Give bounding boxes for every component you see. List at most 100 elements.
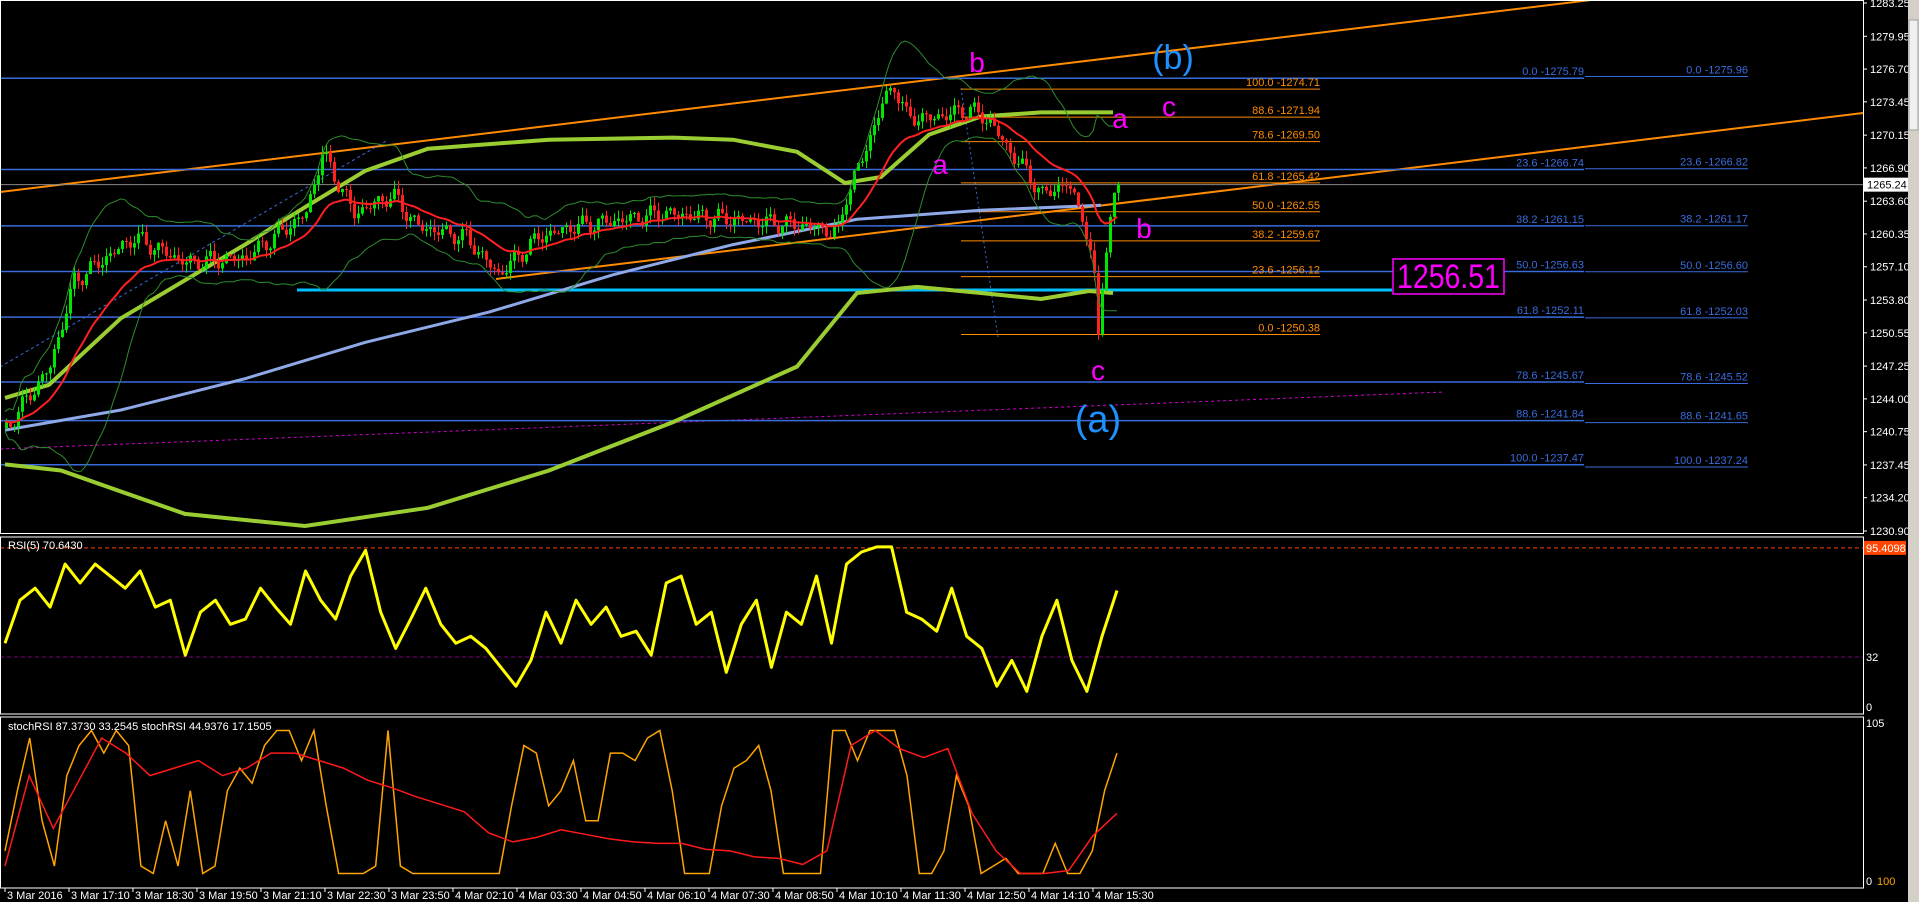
candle-body (125, 241, 128, 243)
candle-body (229, 254, 232, 256)
candle-body (21, 396, 24, 412)
candle-body (105, 256, 108, 266)
candle-body (5, 421, 8, 429)
candle-body (849, 189, 852, 205)
fib-orange-level-label: 61.8 -1265.42 (1252, 171, 1320, 183)
support-price-box[interactable] (1392, 258, 1505, 295)
price-tick-label: 1266.90 (1870, 163, 1910, 175)
candle-body (665, 210, 668, 221)
candle-body (1025, 158, 1028, 166)
candle-body (173, 255, 176, 258)
candle-body (61, 329, 64, 338)
time-tick-label: 3 Mar 17:10 (71, 890, 130, 902)
candle-body (601, 215, 604, 219)
candle-body (141, 232, 144, 234)
candle-body (685, 213, 688, 215)
candle-body (213, 251, 216, 261)
time-tick-label: 3 Mar 22:30 (327, 890, 386, 902)
candle-body (441, 229, 444, 236)
candle-body (529, 238, 532, 255)
candle-body (1053, 191, 1056, 197)
candle-body (593, 230, 596, 233)
rsi-panel-frame (0, 536, 1864, 715)
stoch-panel-frame (0, 716, 1864, 889)
rsi-upper-tag (1864, 540, 1906, 555)
candle-body (433, 227, 436, 233)
candle-body (349, 189, 352, 204)
candle-body (989, 118, 992, 123)
wave-label-major-a: (a) (1075, 399, 1121, 441)
candle-body (645, 215, 648, 226)
fib-level-label: 78.6 -1245.67 (1516, 370, 1584, 382)
candle-body (485, 251, 488, 260)
fib-level-label: 23.6 -1266.82 (1680, 157, 1748, 169)
candle-body (797, 228, 800, 231)
scrollbar-thumb[interactable] (1908, 19, 1919, 131)
candle-body (277, 224, 280, 234)
red-moving-average (4, 116, 1118, 424)
stoch-rsi-label: stochRSI 87.3730 33.2545 stochRSI 44.937… (8, 721, 272, 733)
candle-body (161, 242, 164, 247)
candle-body (53, 349, 56, 368)
candle-body (241, 255, 244, 260)
price-tick-label: 1247.25 (1870, 361, 1910, 373)
candle-body (933, 118, 936, 121)
candle-body (1101, 289, 1104, 335)
price-tick-label: 1260.35 (1870, 229, 1910, 241)
candle-body (201, 268, 204, 270)
candle-body (9, 421, 12, 427)
candle-body (749, 217, 752, 222)
fib-level-label: 50.0 -1256.63 (1516, 259, 1584, 271)
candle-body (1041, 186, 1044, 189)
candle-body (713, 218, 716, 228)
candle-body (565, 225, 568, 227)
candle-body (589, 221, 592, 233)
candle-body (145, 232, 148, 245)
candle-body (921, 113, 924, 122)
candle-body (181, 258, 184, 265)
candle-body (625, 221, 628, 223)
candle-body (197, 259, 200, 270)
wave-label-b: b (1136, 213, 1152, 244)
price-tick-label: 1230.90 (1870, 526, 1910, 538)
price-tick-label: 1240.75 (1870, 427, 1910, 439)
candle-body (889, 87, 892, 91)
candle-body (301, 217, 304, 219)
time-tick-label: 4 Mar 07:30 (711, 890, 770, 902)
candle-body (577, 223, 580, 234)
candle-body (417, 215, 420, 225)
candle-body (149, 244, 152, 255)
candle-body (37, 381, 40, 395)
candle-body (1001, 136, 1004, 140)
upper-trendline (0, 0, 1592, 193)
candle-body (765, 216, 768, 227)
candle-body (937, 114, 940, 119)
candle-body (509, 260, 512, 274)
scrollbar[interactable] (1908, 0, 1919, 902)
price-tick-label: 1263.60 (1870, 196, 1910, 208)
candle-body (825, 227, 828, 237)
candle-body (969, 106, 972, 120)
candle-body (881, 103, 884, 119)
candle-body (929, 114, 932, 121)
candle-body (297, 217, 300, 219)
candle-body (745, 220, 748, 222)
candle-body (97, 261, 100, 268)
rsi-line (3, 545, 1119, 693)
main-price-panel[interactable]: 0.0 -1275.79 23.6 -1266.74 38.2 -1261.15 50… (0, 0, 1864, 529)
wave-label-a: a (932, 149, 948, 180)
candle-body (993, 118, 996, 126)
candle-body (533, 233, 536, 239)
rsi-panel[interactable] (0, 545, 1863, 693)
candle-body (89, 261, 92, 275)
stoch-rsi-panel[interactable] (4, 727, 1118, 875)
fib-level-label: 100.0 -1237.24 (1674, 455, 1748, 467)
candle-body (1085, 221, 1088, 240)
candle-body (917, 121, 920, 126)
candle-body (225, 254, 228, 264)
fib-level-label: 61.8 -1252.03 (1680, 306, 1748, 318)
candle-body (317, 175, 320, 185)
candle-body (437, 232, 440, 236)
